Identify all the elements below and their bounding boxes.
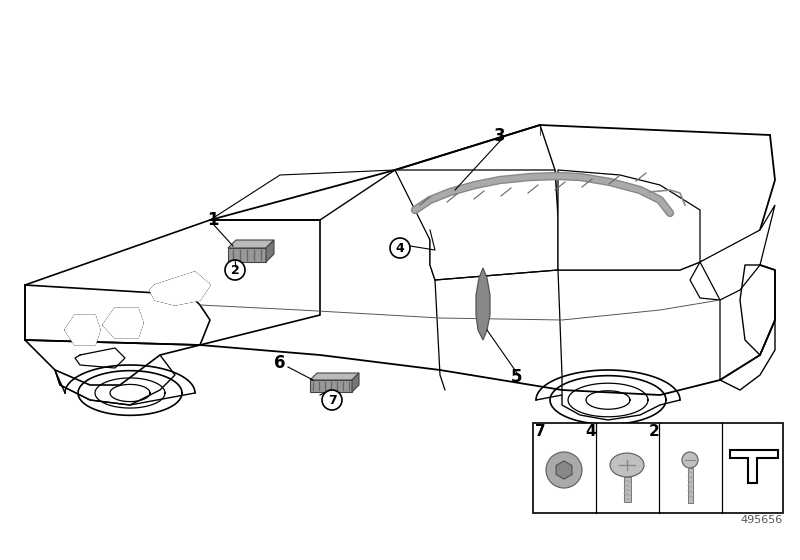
Polygon shape [310,380,352,392]
Polygon shape [476,268,490,340]
Text: 4: 4 [586,424,596,440]
Text: 2: 2 [230,264,239,277]
Bar [688,468,693,503]
Text: 1: 1 [207,211,218,229]
Text: 5: 5 [511,368,522,386]
Polygon shape [228,240,274,248]
Text: 7: 7 [328,394,336,407]
Polygon shape [352,373,359,392]
Polygon shape [103,308,143,338]
Polygon shape [730,450,778,483]
Text: 3: 3 [494,127,506,145]
Polygon shape [395,170,558,280]
Bar [624,477,631,502]
Polygon shape [266,240,274,262]
Polygon shape [690,205,775,300]
Circle shape [225,260,245,280]
Circle shape [682,452,698,468]
Text: 2: 2 [649,424,659,440]
Polygon shape [558,170,700,270]
Polygon shape [310,373,359,380]
Circle shape [390,238,410,258]
Polygon shape [150,272,210,305]
Text: 7: 7 [534,424,546,440]
Circle shape [322,390,342,410]
Text: 4: 4 [396,241,404,254]
Ellipse shape [610,453,644,477]
Polygon shape [556,461,572,479]
Bar [533,423,783,513]
Polygon shape [25,220,320,345]
Polygon shape [65,315,100,345]
Text: 6: 6 [274,354,286,372]
Text: 495656: 495656 [741,515,783,525]
Polygon shape [228,248,266,262]
Circle shape [546,452,582,488]
